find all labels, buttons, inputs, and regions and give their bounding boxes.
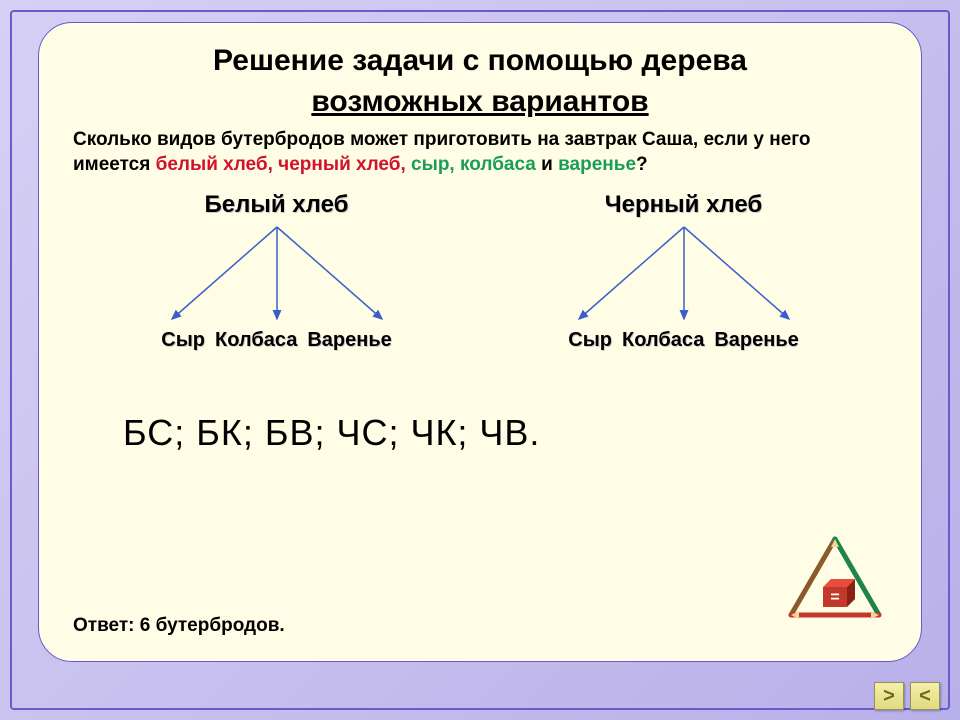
answer-text: Ответ: 6 бутербродов. <box>73 615 285 637</box>
q-post: ? <box>636 154 648 175</box>
slide-title: Решение задачи с помощью дерева возможны… <box>73 41 887 122</box>
slide-card: Решение задачи с помощью дерева возможны… <box>38 22 922 662</box>
tree-diagram-container: Белый хлеб Сыр Колбаса Варенье Черный хл… <box>73 191 887 352</box>
tree-arrows-2 <box>534 219 834 329</box>
q-red-1: белый хлеб, <box>156 154 273 175</box>
pencil-triangle-icon: = <box>785 535 885 625</box>
tree-arrows-1 <box>127 219 427 329</box>
leaf-cheese-2: Сыр <box>568 329 612 352</box>
q-green-2: варенье <box>558 154 636 175</box>
tree-root-2: Черный хлеб <box>514 191 854 219</box>
enumeration-text: БС; БК; БВ; ЧС; ЧК; ЧВ. <box>123 412 887 454</box>
leaf-sausage-2: Колбаса <box>622 329 704 352</box>
equals-icon: = <box>830 589 839 606</box>
nav-buttons: > < <box>874 682 940 710</box>
q-and: и <box>536 154 558 175</box>
leaf-jam-2: Варенье <box>714 329 798 352</box>
prev-button[interactable]: < <box>910 682 940 710</box>
leaf-cheese: Сыр <box>161 329 205 352</box>
next-button[interactable]: > <box>874 682 904 710</box>
tree-white-bread: Белый хлеб Сыр Колбаса Варенье <box>107 191 447 352</box>
leaf-jam: Варенье <box>307 329 391 352</box>
leaf-sausage: Колбаса <box>215 329 297 352</box>
q-red-2: черный хлеб, <box>273 154 411 175</box>
problem-question: Сколько видов бутербродов может приготов… <box>73 128 887 177</box>
title-line-1: Решение задачи с помощью дерева <box>213 44 747 77</box>
q-green-1: сыр, колбаса <box>411 154 536 175</box>
title-line-2: возможных вариантов <box>311 85 648 118</box>
tree-leaves-2: Сыр Колбаса Варенье <box>514 329 854 352</box>
tree-black-bread: Черный хлеб Сыр Колбаса Варенье <box>514 191 854 352</box>
tree-leaves-1: Сыр Колбаса Варенье <box>107 329 447 352</box>
tree-root-1: Белый хлеб <box>107 191 447 219</box>
